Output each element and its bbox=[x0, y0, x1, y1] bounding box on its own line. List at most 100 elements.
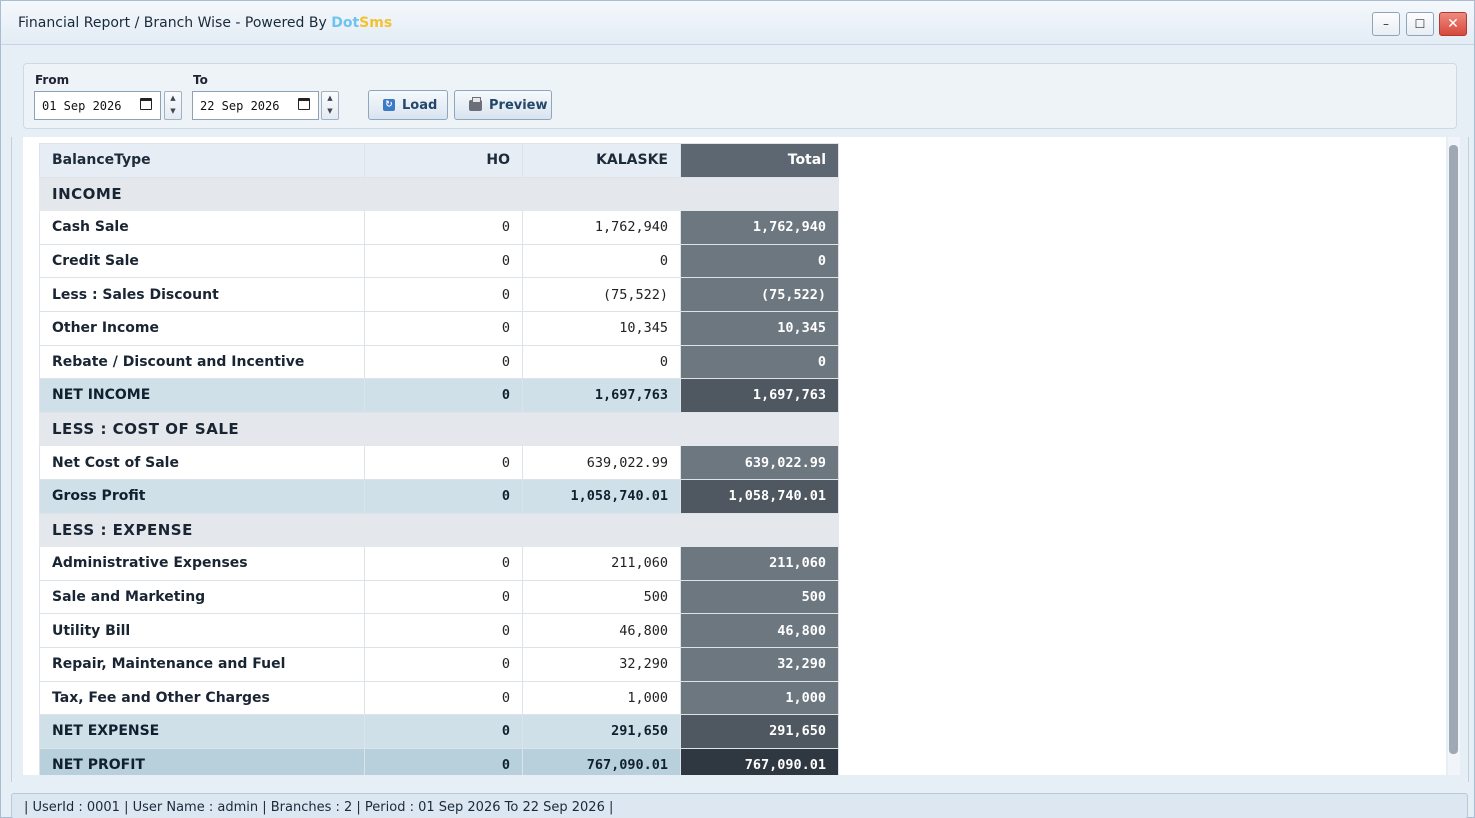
subtotal-row[interactable]: Gross Profit 0 1,058,740.01 1,058,740.01 bbox=[39, 478, 839, 514]
total-cell: 32,290 bbox=[680, 646, 839, 682]
table-row[interactable]: Utility Bill 0 46,800 46,800 bbox=[39, 613, 839, 648]
row-label: Utility Bill bbox=[39, 613, 365, 648]
table-row[interactable]: Credit Sale 0 0 0 bbox=[39, 243, 839, 279]
row-label: Credit Sale bbox=[39, 243, 365, 279]
maximize-button[interactable]: ☐ bbox=[1406, 12, 1434, 36]
from-label: From bbox=[35, 73, 70, 87]
ho-cell: 0 bbox=[364, 310, 523, 346]
load-button-label: Load bbox=[402, 97, 438, 113]
section-title: LESS : COST OF SALE bbox=[39, 411, 839, 447]
total-cell: 767,090.01 bbox=[680, 747, 839, 775]
from-date-field[interactable]: 01 Sep 2026 bbox=[34, 91, 161, 120]
section-header-row[interactable]: LESS : COST OF SALE bbox=[39, 411, 839, 447]
kalaske-cell: 500 bbox=[522, 579, 681, 615]
column-header[interactable]: KALASKE bbox=[522, 143, 681, 178]
kalaske-cell: 1,762,940 bbox=[522, 210, 681, 245]
total-cell: 10,345 bbox=[680, 310, 839, 346]
table-row[interactable]: Other Income 0 10,345 10,345 bbox=[39, 310, 839, 346]
table-row[interactable]: Repair, Maintenance and Fuel 0 32,290 32,29… bbox=[39, 646, 839, 682]
vertical-scrollbar[interactable] bbox=[1448, 137, 1460, 775]
calendar-icon[interactable] bbox=[298, 98, 310, 110]
row-label: NET PROFIT bbox=[39, 747, 365, 775]
minimize-button[interactable]: – bbox=[1372, 12, 1400, 36]
row-label: Sale and Marketing bbox=[39, 579, 365, 615]
subtotal-row[interactable]: NET INCOME 0 1,697,763 1,697,763 bbox=[39, 378, 839, 413]
column-header[interactable]: BalanceType bbox=[39, 143, 365, 178]
ho-cell: 0 bbox=[364, 277, 523, 312]
kalaske-cell: 0 bbox=[522, 344, 681, 380]
to-date-field[interactable]: 22 Sep 2026 bbox=[192, 91, 319, 120]
table-row[interactable]: Sale and Marketing 0 500 500 bbox=[39, 579, 839, 615]
total-cell: 291,650 bbox=[680, 714, 839, 749]
total-cell: 1,000 bbox=[680, 680, 839, 716]
kalaske-cell: 1,697,763 bbox=[522, 378, 681, 413]
kalaske-cell: 46,800 bbox=[522, 613, 681, 648]
table-row[interactable]: Administrative Expenses 0 211,060 211,060 bbox=[39, 546, 839, 581]
row-label: Gross Profit bbox=[39, 478, 365, 514]
calendar-icon[interactable] bbox=[140, 98, 152, 110]
row-label: Net Cost of Sale bbox=[39, 445, 365, 480]
row-label: Cash Sale bbox=[39, 210, 365, 245]
close-button[interactable]: ✕ bbox=[1439, 12, 1467, 36]
load-button[interactable]: ↻ Load bbox=[368, 90, 448, 120]
from-date-value: 01 Sep 2026 bbox=[42, 98, 122, 113]
financial-report-table: BalanceType HO KALASKE Total INCOME Cash … bbox=[39, 143, 839, 775]
chevron-up-icon[interactable]: ▲ bbox=[327, 94, 333, 102]
row-label: Administrative Expenses bbox=[39, 546, 365, 581]
kalaske-cell: 32,290 bbox=[522, 646, 681, 682]
row-label: Less : Sales Discount bbox=[39, 277, 365, 312]
refresh-icon: ↻ bbox=[383, 99, 395, 111]
kalaske-cell: (75,522) bbox=[522, 277, 681, 312]
total-cell: 211,060 bbox=[680, 546, 839, 581]
subtotal-row[interactable]: NET EXPENSE 0 291,650 291,650 bbox=[39, 714, 839, 749]
kalaske-cell: 211,060 bbox=[522, 546, 681, 581]
ho-cell: 0 bbox=[364, 344, 523, 380]
to-label: To bbox=[193, 73, 208, 87]
table-header-row: BalanceType HO KALASKE Total bbox=[39, 143, 839, 178]
table-row[interactable]: Less : Sales Discount 0 (75,522) (75,522) bbox=[39, 277, 839, 312]
total-cell: 0 bbox=[680, 243, 839, 279]
report-grid: BalanceType HO KALASKE Total INCOME Cash … bbox=[23, 137, 1446, 775]
window-title-text: Financial Report / Branch Wise - Powered… bbox=[18, 15, 332, 31]
ho-cell: 0 bbox=[364, 378, 523, 413]
table-row[interactable]: Tax, Fee and Other Charges 0 1,000 1,000 bbox=[39, 680, 839, 716]
total-cell: 1,058,740.01 bbox=[680, 478, 839, 514]
status-bar: | UserId : 0001 | User Name : admin | Br… bbox=[11, 793, 1468, 818]
section-header-row[interactable]: INCOME bbox=[39, 176, 839, 212]
total-cell: 0 bbox=[680, 344, 839, 380]
ho-cell: 0 bbox=[364, 478, 523, 514]
section-title: INCOME bbox=[39, 176, 839, 212]
row-label: Other Income bbox=[39, 310, 365, 346]
net-profit-row[interactable]: NET PROFIT 0 767,090.01 767,090.01 bbox=[39, 747, 839, 775]
kalaske-cell: 639,022.99 bbox=[522, 445, 681, 480]
ho-cell: 0 bbox=[364, 680, 523, 716]
table-row[interactable]: Net Cost of Sale 0 639,022.99 639,022.99 bbox=[39, 445, 839, 480]
to-date-stepper[interactable]: ▲ ▼ bbox=[321, 91, 339, 120]
scrollbar-thumb[interactable] bbox=[1449, 145, 1458, 754]
total-cell: 1,762,940 bbox=[680, 210, 839, 245]
kalaske-cell: 767,090.01 bbox=[522, 747, 681, 775]
table-row[interactable]: Rebate / Discount and Incentive 0 0 0 bbox=[39, 344, 839, 380]
column-header[interactable]: HO bbox=[364, 143, 523, 178]
kalaske-cell: 291,650 bbox=[522, 714, 681, 749]
row-label: NET EXPENSE bbox=[39, 714, 365, 749]
chevron-down-icon[interactable]: ▼ bbox=[170, 107, 176, 115]
chevron-up-icon[interactable]: ▲ bbox=[170, 94, 176, 102]
ho-cell: 0 bbox=[364, 243, 523, 279]
preview-button[interactable]: Preview bbox=[454, 90, 552, 120]
from-date-stepper[interactable]: ▲ ▼ bbox=[164, 91, 182, 120]
section-title: LESS : EXPENSE bbox=[39, 512, 839, 548]
total-cell: 46,800 bbox=[680, 613, 839, 648]
column-header[interactable]: Total bbox=[680, 143, 839, 178]
row-label: NET INCOME bbox=[39, 378, 365, 413]
table-row[interactable]: Cash Sale 0 1,762,940 1,762,940 bbox=[39, 210, 839, 245]
kalaske-cell: 10,345 bbox=[522, 310, 681, 346]
section-header-row[interactable]: LESS : EXPENSE bbox=[39, 512, 839, 548]
kalaske-cell: 1,058,740.01 bbox=[522, 478, 681, 514]
brand-logo-sms: Sms bbox=[359, 15, 393, 31]
table-body: INCOME Cash Sale 0 1,762,940 1,762,940 Credit… bbox=[39, 176, 839, 775]
filter-toolbar: From 01 Sep 2026 ▲ ▼ To 22 Sep 2026 ▲ ▼ … bbox=[23, 63, 1457, 129]
window-title: Financial Report / Branch Wise - Powered… bbox=[18, 15, 392, 31]
chevron-down-icon[interactable]: ▼ bbox=[327, 107, 333, 115]
